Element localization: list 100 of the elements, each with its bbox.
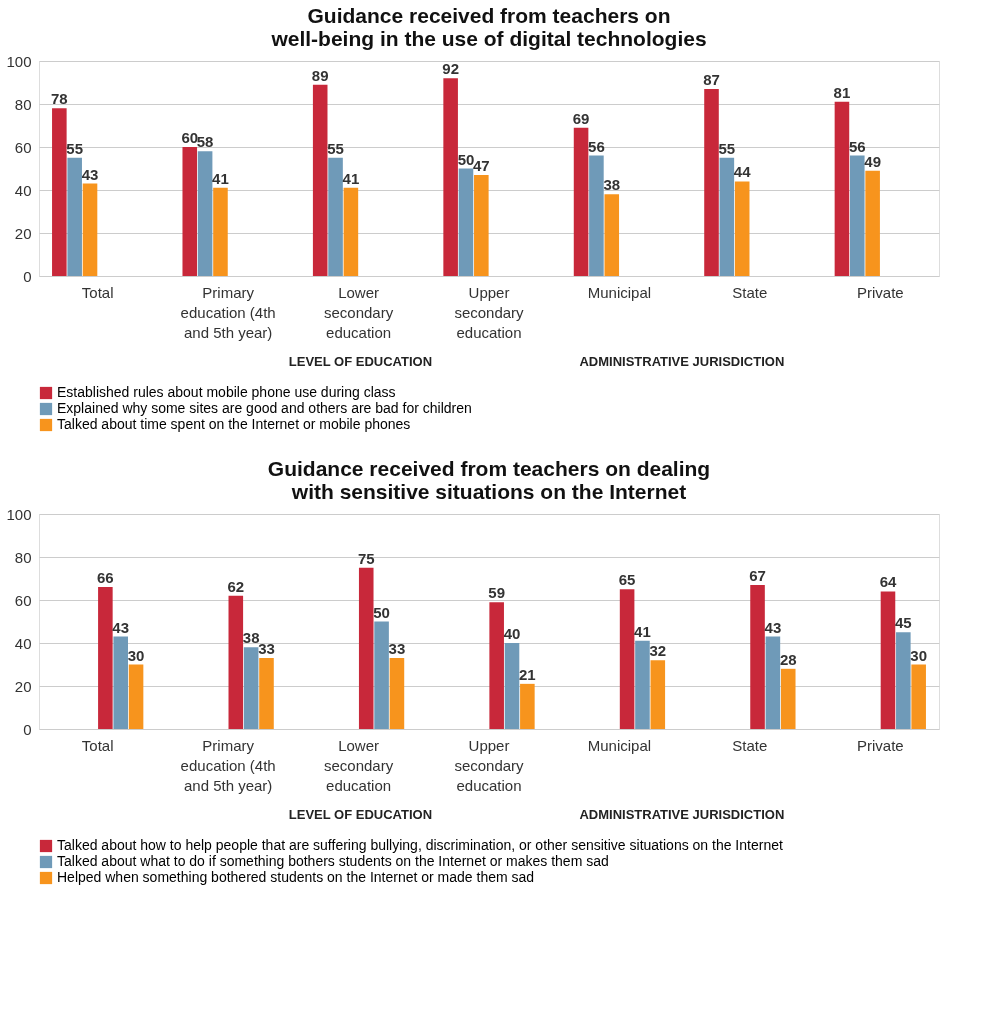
data-label: 49	[864, 152, 881, 170]
bar	[228, 595, 244, 729]
bar	[343, 187, 359, 276]
legend-label: Helped when something bothered students on the Internet or made them sad	[57, 869, 535, 885]
data-label: 33	[258, 640, 275, 658]
y-tick-label: 100	[6, 52, 32, 70]
x-tick-label: Primary education (4th and 5th year)	[180, 737, 276, 794]
data-label: 56	[588, 137, 605, 155]
bar	[489, 602, 504, 729]
bar	[704, 88, 719, 276]
data-label: 75	[357, 549, 375, 567]
y-tick-label: 100	[6, 505, 32, 523]
y-tick-label: 60	[14, 591, 32, 609]
bar	[520, 683, 535, 729]
x-tick-label: State	[732, 284, 768, 301]
bar	[67, 157, 82, 276]
bar	[850, 155, 865, 276]
x-tick-label: Lower secondary education	[323, 737, 394, 794]
data-label: 21	[519, 665, 536, 683]
bar	[619, 589, 635, 729]
y-tick-label: 80	[14, 95, 32, 113]
data-label: 41	[634, 622, 651, 640]
bar	[259, 658, 274, 729]
data-label: 32	[649, 642, 667, 660]
y-tick-label: 20	[14, 677, 32, 695]
data-label: 55	[718, 139, 736, 157]
text: LEVEL OF EDUCATION	[288, 354, 433, 369]
legend-label: Talked about time spent on the Internet or mobile phones	[57, 416, 411, 432]
data-label: 87	[703, 70, 720, 88]
bar	[780, 668, 796, 729]
data-label: 30	[910, 646, 928, 664]
bar	[312, 84, 328, 276]
bar	[128, 664, 144, 729]
data-label: 67	[749, 566, 766, 584]
y-tick-label: 60	[14, 138, 32, 156]
data-label: 38	[242, 629, 260, 647]
bar	[719, 157, 735, 276]
data-label: 59	[488, 584, 506, 602]
bar	[443, 78, 458, 276]
data-label: 55	[66, 139, 84, 157]
text: ADMINISTRATIVE JURISDICTION	[579, 807, 785, 822]
bar	[98, 587, 113, 729]
text: ADMINISTRATIVE JURISDICTION	[579, 354, 785, 369]
data-label: 78	[50, 90, 68, 108]
data-label: 69	[572, 109, 590, 127]
bar	[458, 168, 474, 276]
bar	[243, 647, 259, 729]
data-label: 30	[127, 646, 145, 664]
data-label: 41	[212, 169, 229, 187]
data-label: 38	[603, 176, 621, 194]
y-tick-label: 40	[14, 181, 32, 199]
text: LEVEL OF EDUCATION	[288, 807, 433, 822]
data-label: 65	[618, 571, 636, 589]
bar	[734, 181, 750, 276]
bar	[474, 174, 489, 276]
bar	[82, 183, 98, 276]
data-label: 44	[733, 163, 752, 181]
bar	[389, 658, 405, 729]
bar	[358, 567, 374, 729]
x-tick-label: Private	[856, 737, 904, 754]
bar	[113, 636, 128, 729]
x-tick-label: Lower secondary education	[323, 284, 394, 341]
bar	[750, 584, 765, 729]
legend-label: Talked about how to help people that are suffering bullying, discrimination, or other sensitive situations on the Internet	[57, 837, 783, 853]
bar	[834, 101, 850, 276]
bar	[896, 632, 911, 729]
bar	[504, 643, 520, 729]
y-tick-label: 80	[14, 548, 32, 566]
x-tick-label: Total	[81, 284, 114, 301]
data-label: 66	[97, 569, 114, 587]
data-label: 64	[879, 573, 897, 591]
x-tick-label: Primary education (4th and 5th year)	[180, 284, 276, 341]
bar	[52, 108, 67, 276]
legend-label: Explained why some sites are good and others are bad for children	[57, 400, 472, 416]
bar	[197, 151, 213, 276]
bar	[374, 621, 389, 729]
bar	[182, 147, 198, 276]
bar	[865, 170, 880, 276]
legend-label: Established rules about mobile phone use during class	[57, 384, 396, 400]
data-label: 81	[833, 83, 851, 101]
chart-title: Guidance received from teachers on well-being in the use of digital technologies	[270, 4, 707, 50]
x-tick-label: Total	[81, 737, 114, 754]
legend-label: Talked about what to do if something bothers students on the Internet or makes them sad	[57, 853, 609, 869]
bar	[880, 591, 896, 729]
x-tick-label: Municipal	[587, 737, 652, 754]
bar	[635, 640, 650, 729]
data-label: 28	[779, 650, 797, 668]
bar	[573, 127, 589, 276]
y-tick-label: 0	[23, 720, 32, 738]
data-label: 40	[503, 625, 521, 642]
data-label: 56	[848, 137, 866, 155]
y-tick-label: 20	[14, 224, 32, 242]
data-label: 45	[894, 614, 912, 632]
data-label: 43	[81, 165, 99, 183]
x-tick-label: Upper secondary education	[454, 737, 525, 794]
data-label: 62	[227, 577, 245, 595]
data-label: 55	[327, 139, 344, 157]
y-tick-label: 0	[23, 267, 32, 285]
data-label: 89	[311, 66, 329, 84]
x-tick-label: Upper secondary education	[454, 284, 525, 341]
